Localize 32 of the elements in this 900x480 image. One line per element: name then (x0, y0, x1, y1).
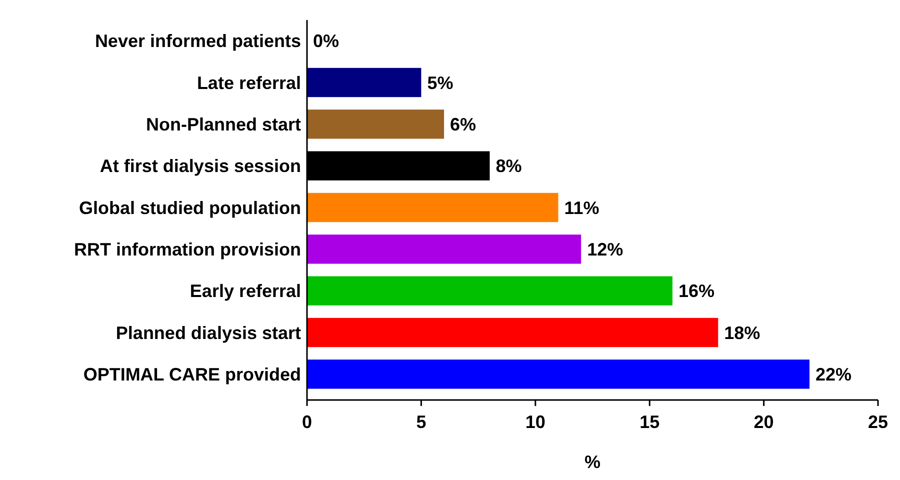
data-label: 16% (678, 281, 714, 302)
data-label: 6% (450, 114, 476, 134)
x-tick-label: 5 (416, 412, 426, 432)
bar (307, 318, 718, 348)
y-tick-label: Never informed patients (94, 31, 301, 52)
data-label: 12% (587, 239, 624, 260)
bar (307, 68, 422, 98)
x-tick-label: 20 (754, 412, 774, 432)
x-tick-label: 25 (868, 412, 888, 432)
bar (307, 234, 582, 264)
data-label: 8% (496, 156, 522, 176)
bar (307, 276, 672, 306)
y-tick-label: Global studied population (79, 198, 301, 218)
data-label: 5% (427, 72, 454, 93)
data-label: 22% (815, 364, 852, 384)
y-tick-label: Early referral (190, 281, 301, 302)
x-tick-label: 15 (640, 412, 660, 432)
y-tick-label: Late referral (196, 72, 301, 93)
y-tick-label: At first dialysis session (100, 156, 301, 176)
bar (307, 192, 558, 222)
y-tick-label: OPTIMAL CARE provided (83, 364, 301, 384)
y-tick-label: Non-Planned start (146, 114, 302, 134)
data-label: 0% (313, 31, 340, 52)
x-tick-label: 10 (525, 412, 546, 432)
y-tick-label: Planned dialysis start (116, 322, 301, 343)
x-axis-title: % (584, 452, 601, 472)
bar (307, 360, 810, 389)
x-tick-label: 0 (302, 412, 312, 432)
bar (307, 110, 444, 139)
data-label: 18% (724, 322, 760, 343)
data-label: 11% (564, 198, 600, 218)
y-tick-label: RRT information provision (74, 239, 301, 260)
